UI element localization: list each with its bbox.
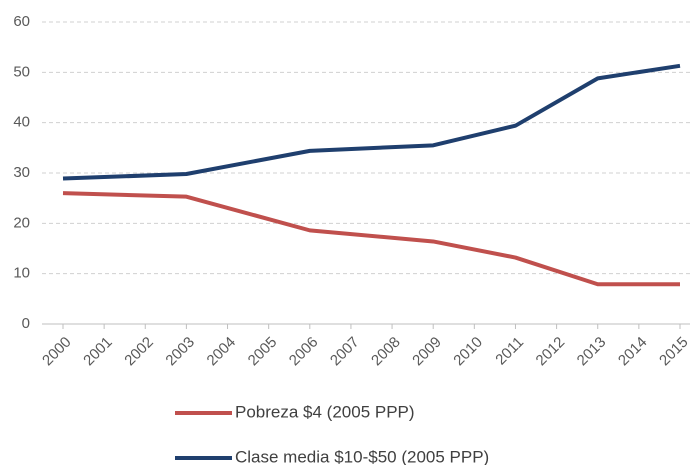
y-tick-label: 30 [13, 164, 30, 181]
x-tick-label: 2009 [409, 334, 445, 370]
x-tick-label: 2012 [533, 334, 569, 370]
x-tick-label: 2007 [327, 334, 363, 370]
x-tick-label: 2013 [574, 334, 610, 370]
x-tick-label: 2014 [615, 334, 651, 370]
x-tick-label: 2015 [656, 334, 690, 370]
legend-label: Pobreza $4 (2005 PPP) [235, 402, 415, 421]
y-tick-label: 20 [13, 214, 30, 231]
y-tick-label: 50 [13, 63, 30, 80]
y-tick-label: 10 [13, 265, 30, 282]
x-tick-label: 2008 [368, 334, 404, 370]
x-tick-label: 2001 [80, 334, 116, 370]
legend-label: Clase media $10-$50 (2005 PPP) [235, 447, 489, 465]
y-tick-label: 0 [22, 315, 30, 332]
y-tick-label: 40 [13, 114, 30, 131]
x-tick-label: 2004 [204, 334, 240, 370]
series-line [62, 63, 681, 181]
x-tick-label: 2003 [162, 334, 198, 370]
x-tick-label: 2011 [492, 334, 527, 369]
x-tick-label: 2002 [121, 334, 157, 370]
x-tick-label: 2010 [450, 334, 486, 370]
x-tick-label: 2000 [39, 334, 75, 370]
x-tick-label: 2005 [245, 334, 281, 370]
y-tick-label: 60 [13, 13, 30, 30]
x-tick-label: 2006 [286, 334, 322, 370]
series-line [62, 191, 680, 287]
